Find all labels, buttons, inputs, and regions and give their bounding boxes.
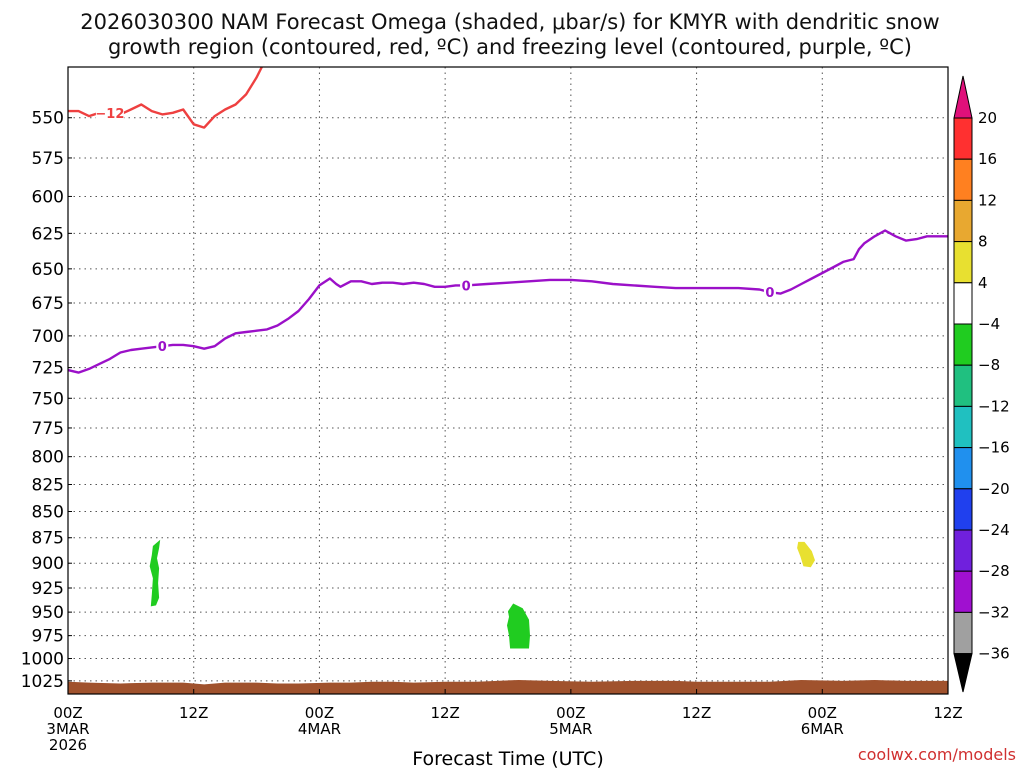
y-tick-label: 925 [32, 579, 64, 599]
y-tick-label: 950 [32, 603, 64, 623]
colorbar-label: 16 [978, 150, 997, 168]
chart-title-line-2: growth region (contoured, red, ºC) and f… [108, 35, 912, 59]
colorbar-bin [953, 117, 973, 160]
colorbar-top-arrow [953, 75, 973, 119]
freezing-level-contour [67, 229, 948, 374]
omega-region [797, 541, 815, 568]
x-tick-label: 4MAR [298, 720, 341, 738]
freezing-level-label: 0 [765, 286, 774, 301]
colorbar-label: −12 [978, 397, 1010, 415]
colorbar-bin [953, 241, 973, 284]
y-tick-label: 650 [32, 260, 64, 280]
colorbar-label: 8 [978, 233, 988, 251]
y-tick-label: 1000 [21, 650, 64, 670]
x-tick-label: 12Z [179, 704, 208, 722]
colorbar-label: −28 [978, 562, 1010, 580]
contour-label-bg [763, 284, 776, 301]
colorbar-bin [953, 570, 973, 613]
y-tick-label: 800 [32, 448, 64, 468]
freezing-level-label: 0 [158, 340, 167, 355]
y-tick-label: 900 [32, 554, 64, 574]
x-tick-label: 12Z [933, 704, 962, 722]
colorbar-label: −32 [978, 603, 1010, 621]
y-tick-label: 575 [32, 149, 64, 169]
x-tick-label: 5MAR [549, 720, 592, 738]
contour-layer: 0 0 0 −12 [67, 66, 948, 374]
chart-title-line-1: 2026030300 NAM Forecast Omega (shaded, μ… [80, 10, 939, 34]
omega-region [507, 603, 530, 649]
colorbar-label: −36 [978, 645, 1010, 663]
x-tick-label: 3MAR [46, 720, 89, 738]
y-tick-label: 775 [32, 419, 64, 439]
y-tick-label: 825 [32, 476, 64, 496]
y-tick-label: 625 [32, 224, 64, 244]
colorbar-bin [953, 529, 973, 572]
x-tick-label: 2026 [49, 736, 87, 754]
colorbar-label: −4 [978, 315, 1000, 333]
colorbar-bin [953, 488, 973, 531]
colorbar-label: 12 [978, 191, 997, 209]
colorbar-bin [953, 447, 973, 490]
plot-frame [67, 66, 949, 695]
freezing-level-label: 0 [462, 279, 471, 294]
y-tick-label: 675 [32, 294, 64, 314]
y-tick-label: 875 [32, 529, 64, 549]
y-tick-label: 600 [32, 187, 64, 207]
colorbar-bin [953, 199, 973, 243]
y-tick-label: 750 [32, 389, 64, 409]
omega-shading-layer [149, 539, 815, 649]
contour-label-bg [460, 277, 473, 294]
colorbar-label: −20 [978, 480, 1010, 498]
contour-label-bg [95, 104, 124, 121]
x-tick-label: 6MAR [801, 720, 844, 738]
colorbar-bin [953, 282, 973, 325]
y-tick-label: 725 [32, 359, 64, 379]
colorbar-bottom-arrow [953, 653, 973, 693]
surface-layer [68, 680, 948, 694]
colorbar-bin [953, 323, 973, 366]
x-tick-label: 00Z [808, 704, 837, 722]
x-tick-label: 12Z [682, 704, 711, 722]
surface-terrain [68, 680, 948, 694]
x-tick-label: 00Z [556, 704, 585, 722]
colorbar-label: −8 [978, 356, 1000, 374]
colorbar-bin [953, 611, 973, 655]
x-tick-label: 00Z [305, 704, 334, 722]
gridlines [68, 67, 948, 694]
colorbar-label: 20 [978, 109, 997, 127]
x-tick-label: 00Z [53, 704, 82, 722]
colorbar-label: −16 [978, 439, 1010, 457]
y-tick-label: 850 [32, 503, 64, 523]
colorbar: 20 16 12 8 4 −4 −8 −12 −16 −20 −24 −28 −32 −36 [953, 75, 1010, 693]
colorbar-bin [953, 405, 973, 449]
dgz-contour-label: −12 [95, 107, 124, 122]
x-axis-label: Forecast Time (UTC) [412, 748, 603, 768]
y-tick-label: 700 [32, 327, 64, 347]
omega-region [149, 539, 161, 607]
x-tick-label: 12Z [430, 704, 459, 722]
contour-label-bg [156, 338, 169, 355]
colorbar-bin [953, 364, 973, 407]
colorbar-bin [953, 158, 973, 201]
credit-text: coolwx.com/models [858, 745, 1016, 764]
y-axis: 550 575 600 625 650 675 700 725 750 775 800 825 850 8… [21, 109, 72, 692]
y-tick-label: 1025 [21, 672, 64, 692]
colorbar-label: −24 [978, 521, 1010, 539]
y-tick-label: 550 [32, 109, 64, 129]
colorbar-label: 4 [978, 274, 988, 292]
y-tick-label: 975 [32, 627, 64, 647]
